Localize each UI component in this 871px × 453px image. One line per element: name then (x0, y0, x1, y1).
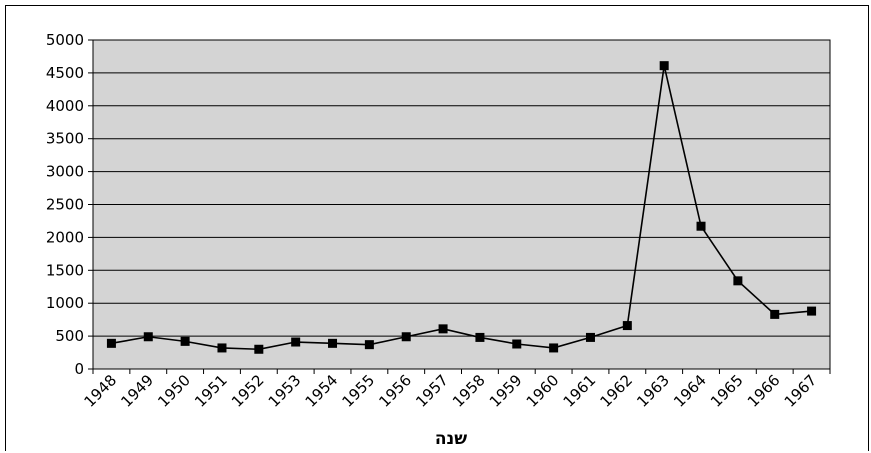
x-tick-label: 1950 (154, 371, 194, 411)
y-tick-label: 1500 (46, 261, 84, 279)
x-tick-label: 1957 (412, 371, 452, 411)
x-tick-label: 1954 (302, 371, 342, 411)
x-tick-label: 1949 (117, 371, 157, 411)
x-tick-label: 1964 (670, 371, 710, 411)
data-point (475, 332, 485, 342)
data-point (106, 338, 116, 348)
x-tick-label: 1948 (81, 371, 121, 411)
x-tick-label: 1956 (375, 371, 415, 411)
data-point (659, 61, 669, 71)
data-point (438, 324, 448, 334)
y-tick-label: 3000 (46, 163, 84, 181)
y-tick-label: 0 (74, 360, 84, 378)
x-tick-label: 1967 (781, 371, 821, 411)
x-tick-label: 1959 (486, 371, 526, 411)
data-point (364, 340, 374, 350)
x-tick-label: 1960 (523, 371, 563, 411)
x-tick-label: 1958 (449, 371, 489, 411)
gridlines (93, 72, 830, 337)
x-tick-label: 1966 (744, 371, 784, 411)
data-point (512, 339, 522, 349)
y-tick-label: 2000 (46, 228, 84, 246)
y-tick-label: 1000 (46, 294, 84, 312)
y-tick-label: 500 (55, 327, 84, 345)
y-tick-label: 4500 (46, 64, 84, 82)
data-point (696, 221, 706, 231)
data-point (770, 309, 780, 319)
data-point (291, 337, 301, 347)
y-axis: 0 500 1000 1500 2000 2500 3000 3500 4000 4500 5000 (46, 31, 93, 378)
data-point (733, 276, 743, 286)
y-tick-label: 2500 (46, 196, 84, 214)
x-tick-label: 1951 (191, 371, 231, 411)
y-tick-label: 4000 (46, 97, 84, 115)
y-tick-label: 3500 (46, 130, 84, 148)
data-point (254, 344, 264, 354)
x-tick-label: 1962 (596, 371, 636, 411)
series-line (111, 65, 812, 351)
x-tick-label: 1955 (338, 371, 378, 411)
x-tick-label: 1965 (707, 371, 747, 411)
data-point (622, 321, 632, 331)
x-axis: 1948194919501951195219531954195519561957… (81, 369, 831, 411)
data-point (217, 343, 227, 353)
x-axis-title: שנה (435, 429, 467, 449)
y-tick-label: 5000 (46, 31, 84, 49)
data-point (328, 338, 338, 348)
data-point (585, 332, 595, 342)
series-layer (106, 61, 817, 354)
data-point (143, 332, 153, 342)
data-point (807, 306, 817, 316)
x-tick-label: 1961 (560, 371, 600, 411)
data-point (180, 336, 190, 346)
x-tick-label: 1953 (265, 371, 305, 411)
data-point (549, 343, 559, 353)
x-tick-label: 1963 (633, 371, 673, 411)
data-point (401, 332, 411, 342)
x-tick-label: 1952 (228, 371, 268, 411)
